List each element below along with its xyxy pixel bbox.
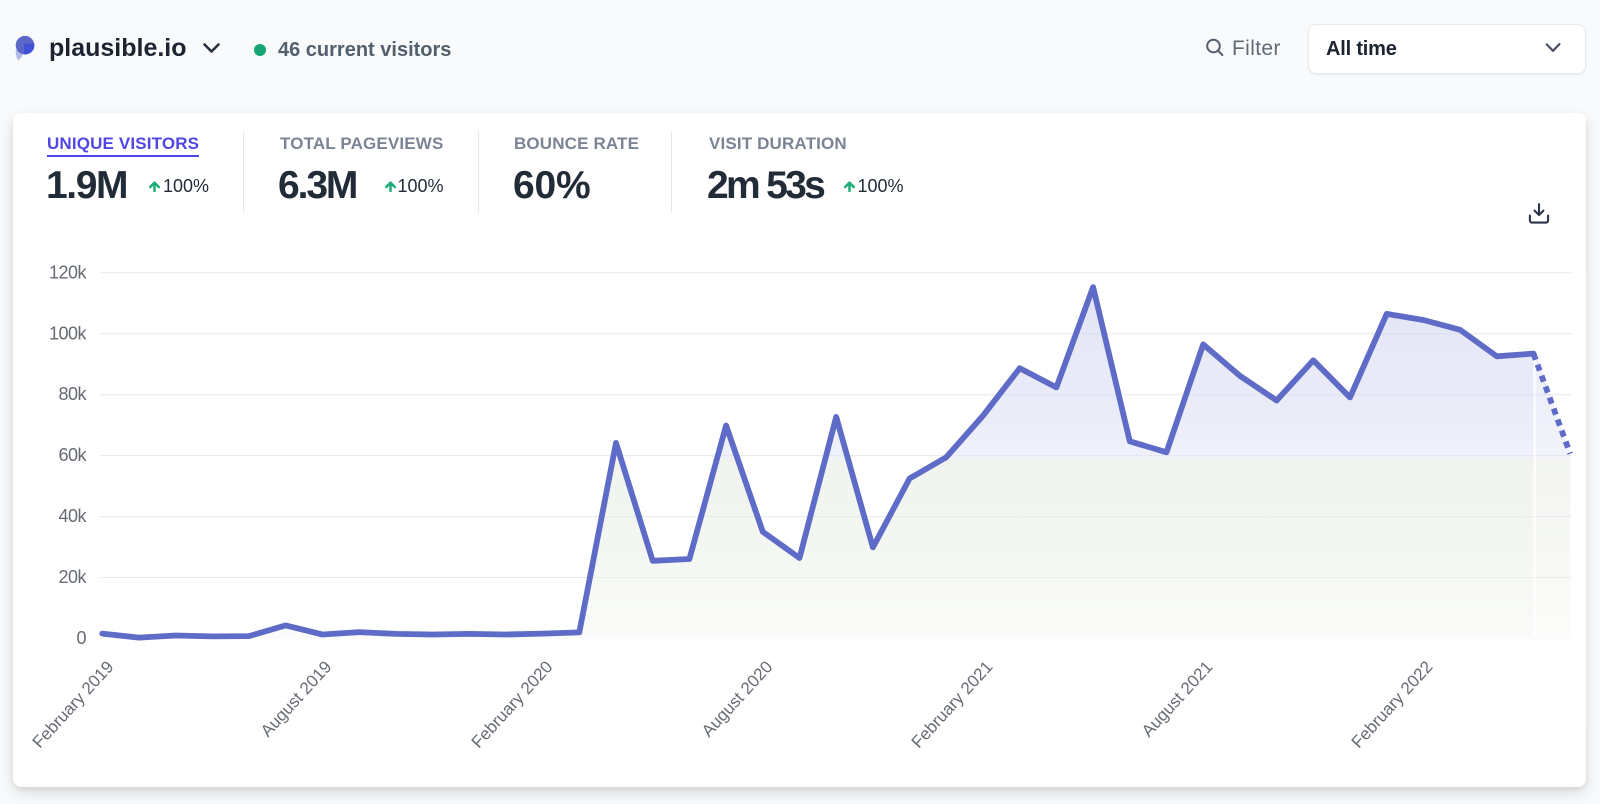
svg-text:August 2021: August 2021 bbox=[1138, 657, 1217, 740]
svg-text:40k: 40k bbox=[58, 506, 87, 526]
svg-text:February 2019: February 2019 bbox=[29, 657, 118, 751]
svg-text:August 2020: August 2020 bbox=[698, 657, 777, 740]
svg-text:0: 0 bbox=[76, 628, 86, 648]
svg-text:100k: 100k bbox=[49, 323, 88, 343]
svg-text:February 2021: February 2021 bbox=[908, 657, 997, 751]
svg-text:60k: 60k bbox=[58, 445, 87, 465]
svg-text:August 2019: August 2019 bbox=[257, 657, 336, 740]
svg-text:February 2020: February 2020 bbox=[468, 657, 557, 751]
svg-text:February 2022: February 2022 bbox=[1348, 657, 1437, 751]
svg-text:80k: 80k bbox=[58, 384, 87, 404]
svg-text:120k: 120k bbox=[49, 262, 88, 282]
svg-text:20k: 20k bbox=[58, 567, 87, 587]
